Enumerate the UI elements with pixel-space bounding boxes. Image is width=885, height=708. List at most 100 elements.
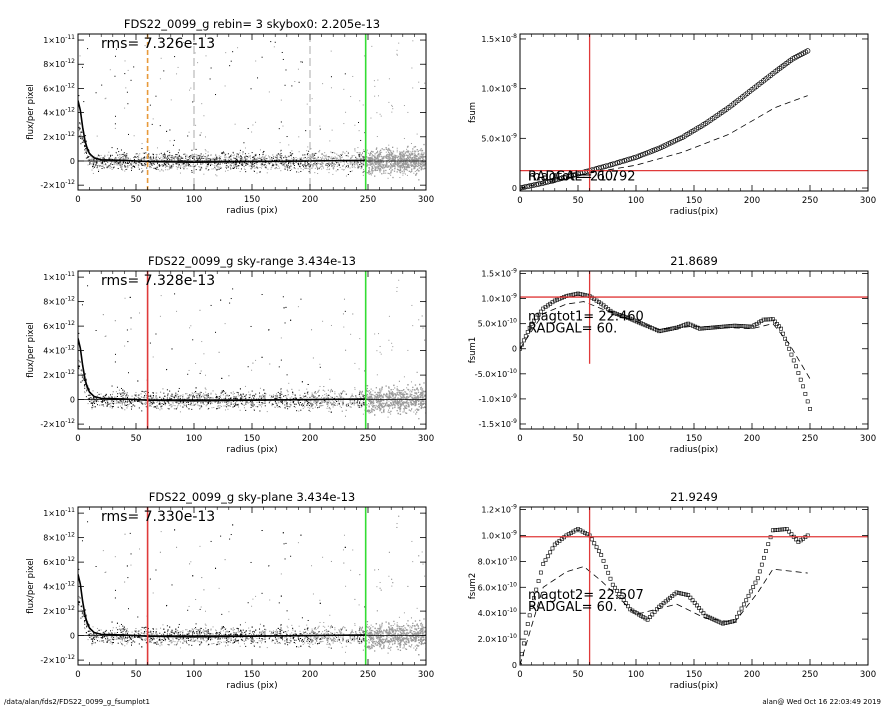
data-point [176, 168, 178, 170]
data-point [114, 75, 116, 77]
data-point [245, 171, 247, 173]
data-point [413, 166, 415, 168]
data-point [327, 159, 329, 161]
data-point [325, 154, 327, 156]
data-point [114, 161, 116, 163]
data-point [307, 162, 309, 164]
data-point [390, 153, 392, 156]
data-point [314, 167, 316, 169]
data-point [278, 159, 280, 161]
data-point [240, 155, 242, 157]
data-point [259, 149, 261, 151]
data-point [156, 147, 158, 149]
data-point [164, 395, 166, 397]
data-point [269, 156, 271, 158]
data-point [242, 151, 244, 153]
data-point [423, 152, 425, 154]
data-point [120, 166, 122, 168]
data-point [283, 395, 285, 397]
data-point [382, 161, 384, 163]
data-point [358, 130, 360, 132]
data-point [403, 156, 405, 158]
x-tick-label: 250 [360, 195, 376, 205]
data-point [181, 162, 183, 164]
data-point [171, 163, 173, 165]
data-point [377, 397, 379, 399]
data-point [82, 135, 84, 137]
data-point [363, 150, 365, 152]
chart-title: FDS22_0099_g rebin= 3 skybox0: 2.205e-13 [124, 17, 380, 31]
data-point [221, 151, 223, 153]
data-point [419, 402, 421, 404]
data-point [130, 79, 132, 81]
data-point [385, 148, 387, 150]
data-point [399, 392, 401, 394]
data-point [85, 147, 87, 149]
data-point [388, 158, 391, 160]
data-point [126, 91, 128, 93]
data-point [110, 155, 112, 157]
data-point [128, 162, 130, 164]
data-point [345, 155, 347, 157]
data-point [176, 162, 178, 164]
data-point [339, 394, 341, 396]
data-point [145, 390, 147, 392]
data-point [145, 156, 147, 158]
data-point [360, 399, 362, 401]
data-point [240, 164, 242, 166]
data-point [210, 158, 212, 160]
data-point [177, 155, 179, 157]
data-point [227, 170, 229, 172]
data-point [333, 403, 335, 405]
data-point [341, 156, 343, 158]
data-point [388, 154, 390, 156]
data-point [111, 399, 113, 401]
data-point [361, 162, 363, 164]
data-point [392, 108, 394, 110]
series-marker [575, 171, 581, 177]
data-point [186, 168, 188, 170]
data-point [320, 164, 322, 166]
data-point [350, 157, 352, 159]
data-point [200, 157, 202, 159]
data-point [253, 170, 255, 172]
data-point [331, 165, 333, 167]
data-point [283, 164, 285, 166]
data-point [111, 161, 113, 163]
data-point [399, 165, 402, 167]
y-tick-mantissa: 0 [70, 157, 75, 166]
data-point [248, 165, 250, 167]
data-point [240, 393, 242, 395]
data-point [399, 151, 401, 153]
data-point [232, 51, 234, 53]
data-point [305, 165, 307, 167]
data-point [178, 162, 180, 164]
data-point [421, 149, 424, 152]
data-point [277, 158, 279, 160]
data-point [308, 164, 310, 166]
series-marker [647, 149, 653, 155]
data-point [150, 158, 152, 160]
data-point [407, 151, 409, 154]
data-point [209, 158, 211, 160]
data-point [221, 390, 223, 392]
data-point [386, 164, 388, 166]
data-point [224, 170, 226, 172]
y-tick-mantissa: 0 [512, 184, 517, 193]
data-point [206, 155, 208, 157]
data-point [158, 164, 160, 166]
data-point [208, 164, 210, 166]
data-point [98, 155, 100, 157]
data-point [246, 158, 248, 160]
data-point [217, 405, 219, 407]
data-point [264, 159, 266, 161]
data-point [359, 100, 361, 102]
data-point [169, 390, 171, 392]
data-point [417, 154, 419, 156]
data-point [147, 160, 149, 162]
data-point [79, 122, 81, 124]
data-point [286, 166, 288, 168]
data-point [199, 397, 201, 399]
data-point [331, 162, 333, 164]
data-point [115, 48, 117, 50]
